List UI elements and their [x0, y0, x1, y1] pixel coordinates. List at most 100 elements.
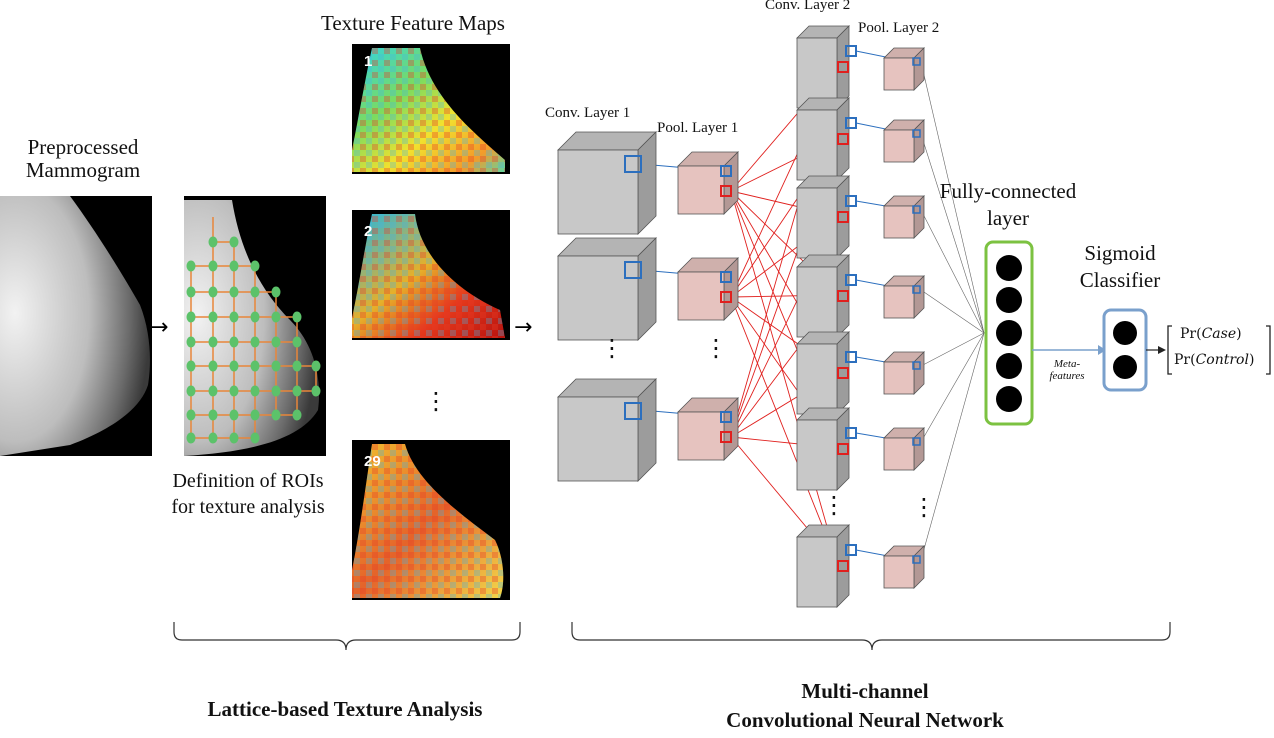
- roi-point: [271, 336, 281, 348]
- conv2-cube: [796, 97, 850, 181]
- arrow-2: →: [514, 315, 532, 340]
- roi-point: [229, 336, 239, 348]
- roi-point: [271, 360, 281, 372]
- roi-point: [271, 409, 281, 421]
- conv2-cube: [796, 524, 850, 608]
- roi-point: [292, 311, 302, 323]
- conv2-cube-front: [796, 187, 838, 259]
- conv2-cube-front: [796, 536, 838, 608]
- conv-layer-2: [796, 25, 857, 608]
- texture-maps-title: Texture Feature Maps: [321, 11, 505, 35]
- roi-point: [186, 260, 196, 272]
- conv2-cube: [796, 407, 850, 491]
- conv2-cube: [796, 175, 850, 259]
- conv1-ellipsis: ⋮: [600, 334, 624, 362]
- conv2-blue-box: [845, 117, 857, 129]
- sigmoid-label-line1: Sigmoid: [1084, 241, 1156, 265]
- fc-to-sigmoid-arrowhead: [1098, 345, 1106, 355]
- pool2-cube: [883, 545, 925, 589]
- roi-grid: [186, 217, 321, 444]
- roi-point: [229, 236, 239, 248]
- pool2-blue-box: [912, 205, 921, 214]
- feature-map-29: [352, 440, 510, 600]
- roi-point: [292, 409, 302, 421]
- conv2-red-box: [837, 443, 849, 455]
- conv2-cube-front: [796, 343, 838, 415]
- conv1-cube-side: [637, 131, 657, 235]
- roi-point: [229, 286, 239, 298]
- conv2-red-box: [837, 211, 849, 223]
- section-left-label: Lattice-based Texture Analysis: [207, 697, 483, 721]
- pool2-cube: [883, 119, 925, 163]
- conv1-kernel-box: [624, 261, 642, 279]
- sigmoid-output-arrowhead: [1158, 346, 1166, 354]
- output-case-fn: Pr(: [1180, 326, 1202, 342]
- conv2-blue-box: [845, 274, 857, 286]
- meta-features-label: Meta- features: [1038, 358, 1096, 382]
- conv2-red-box: [837, 560, 849, 572]
- preprocessed-label: Preprocessed Mammogram: [8, 135, 158, 183]
- output-control-close: ): [1248, 352, 1255, 368]
- roi-point: [250, 336, 260, 348]
- preprocessed-label-line1: Preprocessed: [27, 135, 139, 159]
- output-control-fn: Pr(: [1174, 352, 1196, 368]
- roi-label: Definition of ROIs for texture analysis: [148, 470, 348, 518]
- pool2-cube-front: [883, 205, 915, 239]
- conv-layer-1: [557, 131, 657, 482]
- conv1-cube: [557, 237, 657, 341]
- roi-point: [186, 311, 196, 323]
- pool2-blue-box: [912, 555, 921, 564]
- pool1-cube-front: [677, 165, 725, 215]
- output-case-var: Case: [1201, 326, 1237, 342]
- pool1-cube: [677, 397, 739, 461]
- pool2-fc-line: [920, 209, 985, 334]
- roi-point: [250, 286, 260, 298]
- pool2-cube-front: [883, 129, 915, 163]
- roi-label-line1: Definition of ROIs: [172, 470, 324, 492]
- roi-point: [250, 432, 260, 444]
- sigmoid-label-line2: Classifier: [1079, 268, 1161, 293]
- output-case: Pr(Case): [1180, 326, 1242, 342]
- conv2-blue-box: [845, 351, 857, 363]
- output-control: Pr(Control): [1174, 352, 1255, 368]
- pool2-cube: [883, 427, 925, 471]
- roi-point: [250, 409, 260, 421]
- pool2-fc-line: [920, 332, 985, 561]
- roi-point: [271, 385, 281, 397]
- pool2-cube-front: [883, 555, 915, 589]
- roi-label-line2: for texture analysis: [171, 496, 325, 518]
- roi-point: [229, 385, 239, 397]
- conv2-cube-front: [796, 37, 838, 109]
- pool1-ellipsis: ⋮: [704, 334, 728, 362]
- conv2-blue-box: [845, 45, 857, 57]
- roi-point: [229, 260, 239, 272]
- roi-point: [208, 286, 218, 298]
- roi-point: [229, 432, 239, 444]
- fc-label-line1: Fully-connected: [939, 179, 1077, 203]
- pool-layer-2: [883, 47, 925, 589]
- map-number-2: 2: [364, 223, 373, 240]
- fc-label: Fully-connected layer: [918, 179, 1098, 230]
- roi-point: [292, 385, 302, 397]
- pool2-blue-box: [912, 361, 921, 370]
- pool2-cube: [883, 47, 925, 91]
- conv2-ellipsis: ⋮: [822, 491, 846, 519]
- roi-point: [229, 360, 239, 372]
- pool2-blue-box: [912, 57, 921, 66]
- sigmoid-label: Sigmoid Classifier: [1060, 241, 1180, 293]
- pool2-fc-line: [920, 133, 985, 334]
- map-number-29: 29: [364, 453, 381, 470]
- roi-point: [186, 336, 196, 348]
- conv1-cube: [557, 131, 657, 235]
- roi-point: [186, 286, 196, 298]
- pool1-blue-box: [720, 411, 732, 423]
- pool1-cube: [677, 257, 739, 321]
- pool2-fc-line: [920, 61, 985, 334]
- preprocessed-label-line2: Mammogram: [25, 158, 141, 183]
- arrow-1: →: [150, 315, 168, 340]
- pool1-cube: [677, 151, 739, 215]
- conv-layer-2-label: Conv. Layer 2: [765, 0, 851, 13]
- conv1-kernel-box: [624, 402, 642, 420]
- conv1-cube: [557, 378, 657, 482]
